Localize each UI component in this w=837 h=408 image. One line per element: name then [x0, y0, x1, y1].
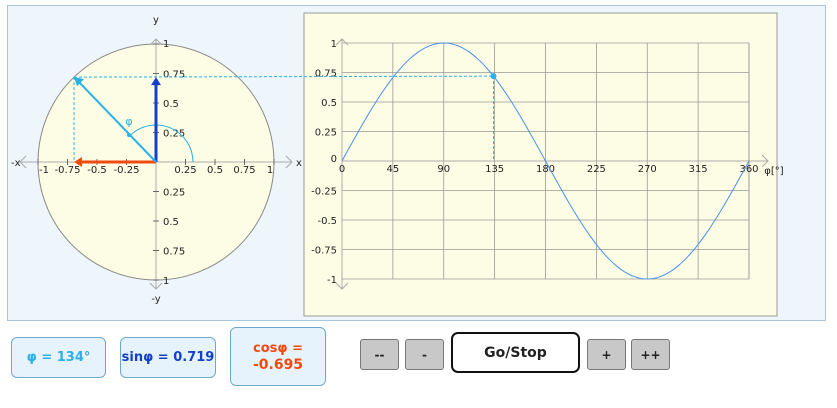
radius-vector [78, 81, 157, 163]
chart-y-tick-label: 1 [331, 39, 337, 50]
cos-readout: cosφ = -0.695 [230, 327, 326, 386]
chart-neg-y-axis-arrow-icon [335, 282, 349, 290]
chart-x-tick-label: 0 [339, 164, 345, 175]
chart-x-tick-label: 270 [638, 164, 657, 175]
step-backward-button[interactable]: - [405, 339, 444, 370]
chart-y-tick-label: 0.75 [315, 69, 337, 80]
sin-readout-text: sinφ = 0.719 [121, 350, 215, 365]
chart-y-tick-label: 0 [331, 154, 337, 165]
chart-x-tick-label: 315 [689, 164, 708, 175]
graph-canvas: x -x y -y -1 -0.75 -0.5 -0.25 0.25 0.5 0.75 1 1 0.75 0… [11, 12, 784, 317]
chart-x-tick-label: 180 [536, 164, 555, 175]
angle-arc [129, 124, 194, 163]
circle-x-tick-label: 0.75 [233, 165, 255, 176]
chart-y-tick-label: -1 [327, 275, 337, 286]
circle-y-tick-label: 0.25 [163, 129, 185, 140]
circle-y-tick-label: 1 [163, 276, 169, 287]
sin-vector-arrow-icon [151, 77, 161, 86]
radius-vector-arrow-icon [74, 77, 85, 87]
circle-y-label: y [153, 15, 159, 26]
phi-readout-text: φ = 134° [26, 350, 91, 365]
circle-y-tick-label: 0.75 [163, 70, 185, 81]
circle-x-tick-label: -1 [39, 165, 49, 176]
x-axis-arrow-icon [285, 155, 293, 169]
chart-x-tick-label: 45 [387, 164, 400, 175]
chart-x-axis-arrow-icon [761, 154, 769, 168]
graph-panel: x -x y -y -1 -0.75 -0.5 -0.25 0.25 0.5 0.75 1 1 0.75 0… [7, 5, 826, 321]
chart-x-tick-label: 360 [739, 164, 758, 175]
chart-y-tick-label: -0.5 [317, 216, 337, 227]
sine-marker-point [490, 73, 497, 80]
chart-x-tick-label: 90 [437, 164, 450, 175]
circle-x-label: x [296, 158, 302, 169]
chart-y-tick-label: 0.25 [315, 128, 337, 139]
sin-readout: sinφ = 0.719 [120, 337, 216, 378]
circle-x-tick-label: 0.25 [174, 165, 196, 176]
chart-y-tick-label: 0.5 [321, 98, 337, 109]
circle-y-tick-label: 0.25 [163, 188, 185, 199]
chart-x-tick-label: 135 [485, 164, 504, 175]
cos-vector-arrow-icon [74, 157, 83, 167]
sine-curve [341, 42, 750, 280]
neg-x-axis-arrow-icon [19, 155, 27, 169]
angle-phi-label: φ [125, 115, 132, 128]
chart-y-axis-arrow-icon [335, 38, 349, 46]
phi-readout: φ = 134° [11, 337, 106, 378]
cos-readout-value: -0.695 [252, 356, 304, 373]
cos-readout-label: cosφ = [253, 340, 303, 356]
fast-backward-button[interactable]: -- [360, 339, 399, 370]
circle-y-tick-label: 0.5 [163, 217, 179, 228]
circle-y-tick-label: 0.75 [163, 247, 185, 258]
chart-x-axis-label: φ[°] [764, 166, 783, 177]
circle-x-tick-label: 1 [267, 165, 273, 176]
chart-x-tick-label: 225 [587, 164, 606, 175]
neg-y-axis-arrow-icon [149, 282, 163, 290]
go-stop-button[interactable]: Go/Stop [451, 332, 580, 373]
chart-y-tick-label: -0.25 [311, 187, 337, 198]
circle-y-tick-label: 0.5 [163, 99, 179, 110]
circle-neg-y-label: -y [151, 294, 160, 305]
step-forward-button[interactable]: + [587, 339, 626, 370]
circle-x-tick-label: -0.75 [55, 165, 81, 176]
circle-x-tick-label: 0.5 [207, 165, 223, 176]
chart-y-tick-label: -0.75 [311, 246, 337, 257]
y-axis-arrow-icon [149, 38, 163, 46]
circle-x-tick-label: -0.5 [87, 165, 107, 176]
circle-neg-x-label: -x [11, 158, 21, 169]
fast-forward-button[interactable]: ++ [631, 339, 670, 370]
circle-y-tick-label: 1 [163, 39, 169, 50]
circle-x-tick-label: -0.25 [114, 165, 140, 176]
